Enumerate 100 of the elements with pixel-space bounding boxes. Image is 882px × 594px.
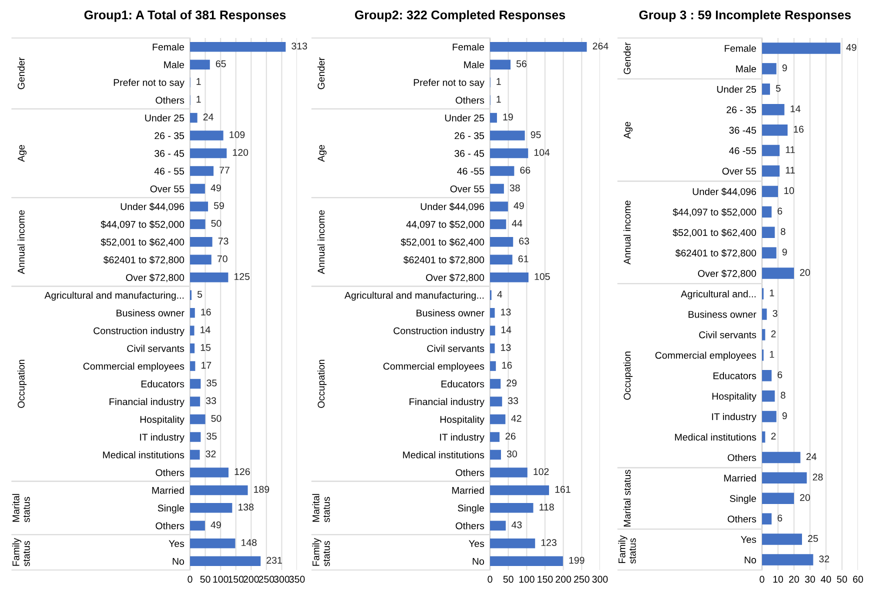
y-tick-label: Single bbox=[458, 504, 484, 514]
data-label: 24 bbox=[806, 453, 816, 460]
y-tick-label: Under $44,096 bbox=[420, 202, 484, 212]
x-tick-label: 60 bbox=[853, 576, 864, 583]
bar bbox=[490, 42, 587, 52]
bar bbox=[190, 556, 261, 566]
x-tick-label: 300 bbox=[592, 576, 608, 583]
x-tick-label: 20 bbox=[789, 576, 800, 583]
data-label: 32 bbox=[206, 450, 216, 458]
bar bbox=[190, 361, 196, 371]
bar bbox=[762, 268, 794, 279]
text: Marital status bbox=[312, 494, 330, 522]
y-tick-label: IT industry bbox=[440, 433, 484, 443]
x-tick-label: 0 bbox=[188, 576, 192, 583]
data-label: 10 bbox=[784, 187, 794, 194]
y-tick-label: No bbox=[172, 558, 184, 565]
data-label: 50 bbox=[211, 220, 222, 227]
x-tick-label: 50 bbox=[503, 576, 514, 583]
data-label: 125 bbox=[234, 273, 250, 280]
y-tick-label: Under $44,096 bbox=[692, 188, 756, 196]
y-tick-label: Others bbox=[456, 522, 484, 530]
data-label: 123 bbox=[541, 539, 556, 546]
y-tick-label: Others bbox=[156, 468, 184, 476]
bar bbox=[190, 272, 228, 282]
bar bbox=[762, 554, 814, 566]
y-tick-label: Yes bbox=[168, 540, 184, 548]
data-label: 35 bbox=[206, 432, 217, 440]
x-tick-label: 50 bbox=[836, 576, 848, 583]
data-label: 189 bbox=[254, 486, 270, 493]
y-tick-label: No bbox=[472, 558, 484, 565]
y-tick-label: Others bbox=[728, 515, 756, 522]
data-label: 32 bbox=[819, 555, 830, 562]
y-tick-label: Single bbox=[730, 494, 756, 504]
bar bbox=[490, 343, 495, 354]
bar bbox=[190, 378, 201, 389]
y-tick-label: Under 25 bbox=[717, 86, 756, 93]
y-tick-label: Female bbox=[152, 43, 184, 50]
bar bbox=[762, 186, 778, 198]
y-tick-label: Over 55 bbox=[150, 185, 184, 192]
data-label: 1 bbox=[196, 78, 201, 85]
bar bbox=[762, 431, 766, 443]
data-label: 42 bbox=[511, 414, 522, 422]
data-label: 1 bbox=[770, 350, 774, 358]
data-label: 77 bbox=[220, 166, 230, 174]
y-tick-label: Construction industry bbox=[394, 327, 484, 336]
y-tick-label: Civil servants bbox=[699, 331, 756, 338]
data-label: 313 bbox=[292, 42, 308, 50]
bar bbox=[490, 326, 496, 336]
bar bbox=[762, 206, 772, 218]
y-tick-label: Prefer not to say bbox=[414, 78, 484, 88]
y-tick-label: Medical institutions bbox=[103, 451, 184, 458]
x-tick-label: 250 bbox=[258, 576, 274, 583]
data-label: 109 bbox=[230, 131, 245, 138]
x-tick-label: 200 bbox=[556, 576, 572, 583]
bar bbox=[490, 450, 501, 460]
data-label: 126 bbox=[234, 468, 250, 476]
bar bbox=[490, 272, 528, 282]
data-label: 9 bbox=[782, 248, 787, 256]
y-tick-label: Married bbox=[452, 486, 484, 494]
data-label: 11 bbox=[786, 146, 795, 154]
bar bbox=[762, 104, 784, 116]
y-tick-label: $44,097 to $52,000 bbox=[672, 208, 756, 217]
data-label: 231 bbox=[266, 556, 282, 564]
y-tick-label: Educators bbox=[713, 372, 756, 380]
text: Family status bbox=[618, 535, 636, 564]
x-tick-label: 50 bbox=[200, 576, 210, 583]
text: Age bbox=[318, 145, 327, 162]
bar bbox=[190, 254, 212, 265]
chart-title: Group2: 322 Completed Responses bbox=[354, 10, 566, 22]
data-label: 1 bbox=[770, 290, 774, 296]
data-label: 50 bbox=[211, 414, 222, 422]
y-tick-label: 26 - 35 bbox=[726, 106, 756, 114]
x-tick-label: 10 bbox=[773, 576, 784, 583]
data-label: 59 bbox=[214, 202, 224, 210]
y-tick-label: IT industry bbox=[140, 433, 184, 443]
x-tick-label: 30 bbox=[804, 576, 816, 583]
text: Family status bbox=[312, 538, 330, 566]
y-tick-label: Educators bbox=[441, 380, 484, 388]
bar bbox=[490, 60, 511, 70]
y-tick-label: Agricultural and manufacturing... bbox=[44, 292, 184, 301]
chart-title: Group 3 : 59 Incomplete Responses bbox=[639, 10, 851, 22]
y-tick-label: Yes bbox=[468, 540, 484, 548]
y-tick-label: $44,097 to $52,000 bbox=[100, 220, 184, 229]
y-tick-label: Under $44,096 bbox=[120, 202, 184, 212]
y-tick-label: 46 -55 bbox=[729, 147, 756, 154]
bar bbox=[190, 485, 248, 496]
bar bbox=[762, 42, 840, 54]
data-label: 148 bbox=[242, 539, 257, 546]
y-tick-label: 36 -45 bbox=[729, 126, 756, 134]
bar bbox=[762, 370, 772, 382]
bar bbox=[190, 450, 200, 460]
bar bbox=[190, 396, 200, 406]
y-tick-label: Civil servants bbox=[127, 344, 184, 352]
data-label: 6 bbox=[778, 514, 782, 522]
y-tick-label: Civil servants bbox=[427, 344, 484, 352]
bar bbox=[490, 148, 528, 158]
y-tick-label: $62401 to $72,800 bbox=[403, 256, 484, 264]
x-tick-label: 40 bbox=[820, 576, 832, 583]
y-tick-label: Business owner bbox=[688, 310, 756, 318]
data-label: 65 bbox=[216, 60, 226, 68]
